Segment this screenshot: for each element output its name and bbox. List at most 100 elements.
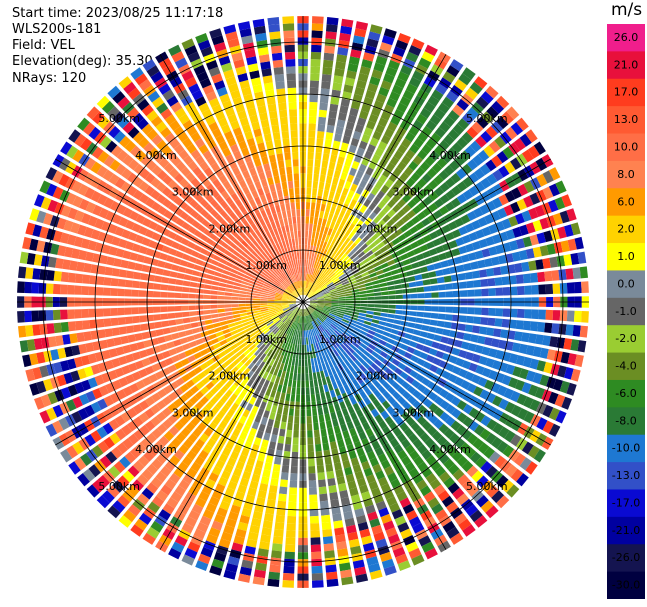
range-gate-cell	[290, 284, 295, 291]
range-gate-cell	[283, 565, 295, 574]
range-gate-cell	[380, 110, 392, 121]
range-gate-cell	[403, 244, 413, 253]
range-gate-cell	[161, 227, 171, 237]
range-gate-cell	[360, 254, 368, 262]
range-gate-cell	[509, 240, 519, 251]
range-gate-cell	[230, 268, 239, 275]
range-gate-cell	[356, 447, 365, 457]
range-gate-cell	[229, 384, 238, 393]
range-gate-cell	[390, 411, 400, 421]
range-gate-cell	[441, 370, 451, 380]
range-gate-cell	[211, 73, 223, 84]
range-gate-cell	[263, 379, 270, 388]
range-gate-cell	[465, 504, 479, 517]
range-gate-cell	[40, 255, 50, 267]
range-gate-cell	[488, 288, 496, 296]
colorbar-segment	[607, 270, 645, 299]
range-gate-cell	[163, 385, 173, 395]
range-gate-cell	[190, 131, 202, 143]
range-gate-cell	[533, 141, 546, 155]
range-gate-cell	[322, 442, 330, 451]
range-gate-cell	[324, 298, 332, 301]
range-gate-cell	[285, 66, 296, 74]
range-gate-cell	[281, 304, 289, 306]
range-gate-cell	[476, 475, 489, 488]
range-gate-cell	[337, 156, 345, 165]
range-gate-cell	[322, 249, 328, 257]
elevation-label: Elevation(deg): 35.30	[12, 54, 153, 69]
range-gate-cell	[232, 358, 241, 366]
range-gate-cell	[223, 569, 237, 580]
range-gate-cell	[294, 329, 298, 338]
range-gate-cell	[368, 202, 377, 211]
range-gate-cell	[125, 270, 135, 279]
range-gate-cell	[164, 460, 176, 472]
range-gate-cell	[457, 474, 470, 486]
range-gate-cell	[370, 276, 379, 282]
range-gate-cell	[191, 250, 200, 258]
range-gate-cell	[270, 557, 282, 566]
range-gate-cell	[132, 176, 144, 188]
range-gate-cell	[272, 281, 280, 287]
range-gate-cell	[330, 499, 340, 508]
range-gate-cell	[292, 321, 296, 329]
range-gate-cell	[67, 309, 75, 320]
range-gate-cell	[397, 144, 408, 155]
range-gate-cell	[548, 407, 560, 421]
range-gate-cell	[270, 334, 277, 342]
range-gate-cell	[470, 261, 479, 270]
range-gate-cell	[336, 314, 344, 319]
range-gate-cell	[259, 218, 266, 227]
range-gate-cell	[230, 253, 238, 261]
range-gate-cell	[312, 328, 317, 336]
range-gate-cell	[288, 335, 293, 344]
range-gate-cell	[386, 405, 396, 415]
range-gate-cell	[251, 421, 260, 430]
range-gate-cell	[217, 476, 228, 487]
range-gate-cell	[351, 286, 359, 290]
range-gate-cell	[72, 149, 85, 163]
range-gate-cell	[352, 341, 360, 349]
range-gate-cell	[304, 288, 307, 296]
range-gate-cell	[333, 520, 344, 529]
range-gate-cell	[58, 173, 70, 187]
range-gate-cell	[394, 367, 403, 376]
range-gate-cell	[329, 492, 339, 501]
range-gate-cell	[108, 246, 118, 256]
range-gate-cell	[408, 316, 417, 323]
range-gate-cell	[201, 376, 211, 385]
range-gate-cell	[137, 98, 150, 111]
range-gate-cell	[272, 59, 284, 68]
range-gate-cell	[331, 506, 341, 515]
range-gate-cell	[387, 472, 398, 483]
range-gate-cell	[467, 307, 475, 315]
range-gate-cell	[359, 306, 368, 310]
range-gate-cell	[98, 385, 109, 397]
range-gate-cell	[315, 269, 320, 277]
range-gate-cell	[328, 161, 336, 170]
range-gate-cell	[212, 367, 221, 376]
range-gate-cell	[226, 408, 236, 418]
range-gate-cell	[374, 359, 382, 367]
range-gate-cell	[138, 226, 148, 236]
range-gate-cell	[245, 326, 253, 333]
range-gate-cell	[299, 344, 302, 352]
range-gate-cell	[267, 293, 276, 297]
range-gate-cell	[329, 374, 336, 383]
range-gate-cell	[289, 285, 295, 292]
range-gate-cell	[441, 224, 451, 234]
range-gate-cell	[384, 128, 395, 139]
range-gate-cell	[405, 177, 416, 188]
range-gate-cell	[377, 219, 386, 228]
range-gate-cell	[328, 434, 336, 443]
range-gate-cell	[99, 339, 108, 350]
range-gate-cell	[266, 222, 273, 231]
range-gate-cell	[446, 65, 460, 78]
range-gate-cell	[311, 551, 322, 560]
range-gate-cell	[415, 221, 425, 231]
range-gate-cell	[307, 159, 314, 167]
range-gate-cell	[325, 175, 333, 184]
range-gate-cell	[472, 438, 484, 450]
range-gate-cell	[361, 437, 370, 447]
range-gate-cell	[164, 478, 177, 490]
